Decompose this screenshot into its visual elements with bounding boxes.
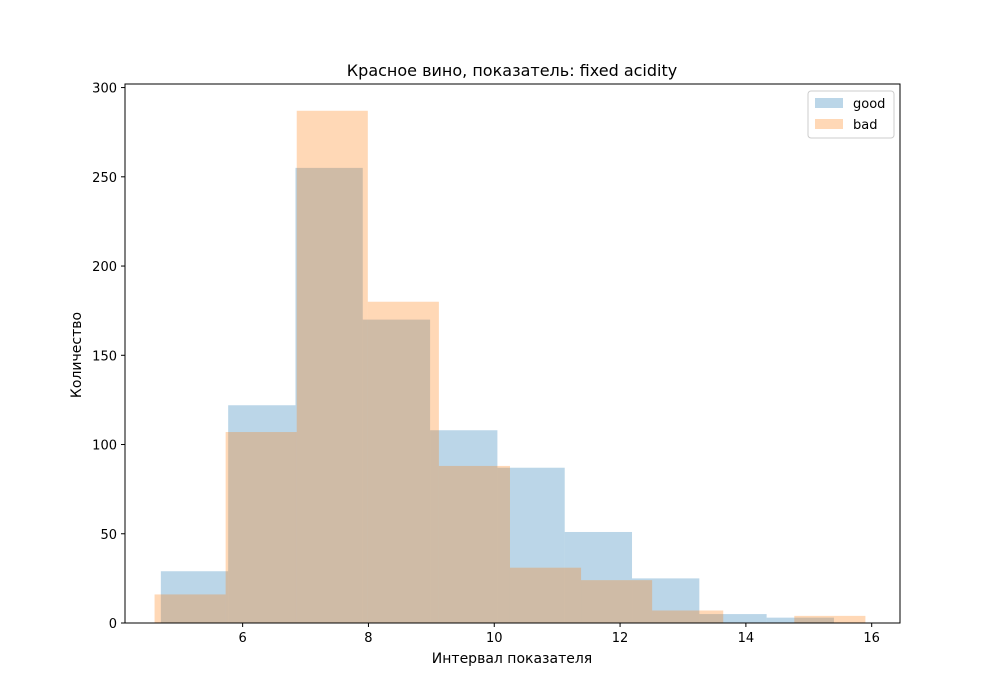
bar-bad-5 — [509, 567, 582, 623]
bar-good-9 — [766, 617, 834, 623]
bar-bad-4 — [438, 465, 510, 623]
y-tick-label: 250 — [92, 171, 117, 186]
bar-good-7 — [632, 578, 700, 623]
bar-bad-2 — [296, 110, 368, 623]
y-tick-label: 0 — [109, 617, 117, 632]
chart-title: Красное вино, показатель: fixed acidity — [347, 61, 677, 80]
bar-good-8 — [699, 614, 767, 623]
y-tick-label: 200 — [92, 260, 117, 275]
x-tick-label: 6 — [238, 631, 246, 646]
bar-bad-1 — [225, 432, 297, 623]
y-tick-label: 300 — [92, 82, 117, 97]
bar-bad-3 — [367, 301, 439, 623]
legend-box — [807, 90, 895, 139]
bar-good-0 — [160, 571, 229, 623]
x-axis: 6 8 10 12 14 16 — [238, 623, 880, 646]
x-tick-label: 16 — [863, 631, 880, 646]
x-axis-label: Интервал показателя — [432, 651, 592, 667]
bar-good-6 — [564, 531, 633, 623]
legend-swatch-good — [815, 98, 843, 108]
bar-good-5 — [497, 467, 565, 623]
x-tick-label: 12 — [612, 631, 629, 646]
bar-bad-7 — [652, 610, 724, 623]
legend-label-good: good — [853, 97, 885, 112]
bar-good-2 — [295, 167, 363, 624]
plot-frame — [124, 83, 901, 624]
x-tick-label: 14 — [738, 631, 755, 646]
bar-bad-9 — [794, 615, 866, 623]
bar-bad-6 — [581, 580, 653, 623]
y-tick-label: 50 — [100, 528, 117, 543]
y-axis: 0 50 100 150 200 250 300 — [92, 82, 125, 632]
y-tick-label: 100 — [92, 439, 117, 454]
bar-good-3 — [362, 319, 431, 623]
legend-swatch-bad — [815, 119, 843, 129]
bar-good-1 — [228, 405, 296, 623]
bar-good-4 — [430, 430, 498, 623]
y-tick-label: 150 — [92, 349, 117, 364]
plot-area — [154, 110, 866, 624]
x-tick-label: 8 — [364, 631, 372, 646]
bar-bad-0 — [154, 594, 226, 623]
x-tick-label: 10 — [486, 631, 503, 646]
y-axis-label: Количество — [69, 312, 85, 398]
legend: good bad — [807, 90, 895, 139]
legend-label-bad: bad — [853, 118, 877, 133]
